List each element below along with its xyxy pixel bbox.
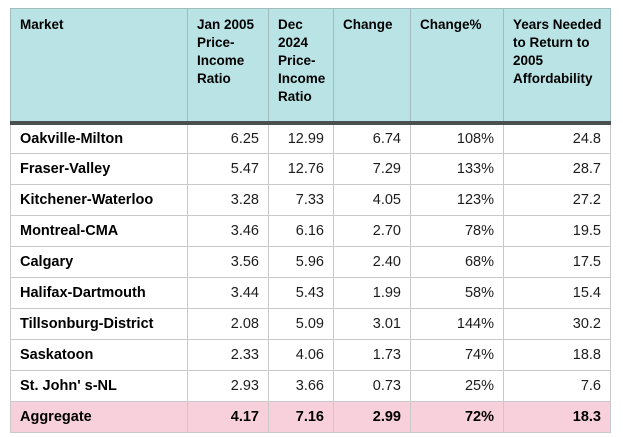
value-cell: 5.96 bbox=[268, 246, 334, 278]
table-row: Fraser-Valley 5.47 12.76 7.29 133% 28.7 bbox=[10, 153, 611, 185]
market-cell: Halifax-Dartmouth bbox=[10, 277, 188, 309]
value-cell: 1.99 bbox=[333, 277, 411, 309]
market-cell: Calgary bbox=[10, 246, 188, 278]
value-cell: 12.76 bbox=[268, 153, 334, 185]
value-cell: 7.16 bbox=[268, 401, 334, 433]
value-cell: 18.8 bbox=[503, 339, 611, 371]
value-cell: 28.7 bbox=[503, 153, 611, 185]
value-cell: 123% bbox=[410, 184, 504, 216]
table-row: Calgary 3.56 5.96 2.40 68% 17.5 bbox=[10, 246, 611, 278]
value-cell: 4.17 bbox=[187, 401, 269, 433]
value-cell: 108% bbox=[410, 122, 504, 154]
value-cell: 5.09 bbox=[268, 308, 334, 340]
column-header: Change% bbox=[410, 8, 504, 125]
table-header: Market Jan 2005 Price-Income Ratio Dec 202… bbox=[10, 8, 611, 125]
header-row: Market Jan 2005 Price-Income Ratio Dec 202… bbox=[10, 8, 611, 125]
table-row: St. John' s-NL 2.93 3.66 0.73 25% 7.6 bbox=[10, 370, 611, 402]
value-cell: 58% bbox=[410, 277, 504, 309]
value-cell: 7.6 bbox=[503, 370, 611, 402]
value-cell: 19.5 bbox=[503, 215, 611, 247]
value-cell: 74% bbox=[410, 339, 504, 371]
aggregate-row: Aggregate 4.17 7.16 2.99 72% 18.3 bbox=[10, 401, 611, 433]
value-cell: 18.3 bbox=[503, 401, 611, 433]
value-cell: 2.93 bbox=[187, 370, 269, 402]
market-cell: Aggregate bbox=[10, 401, 188, 433]
value-cell: 30.2 bbox=[503, 308, 611, 340]
table-row: Halifax-Dartmouth 3.44 5.43 1.99 58% 15.4 bbox=[10, 277, 611, 309]
value-cell: 2.40 bbox=[333, 246, 411, 278]
value-cell: 3.44 bbox=[187, 277, 269, 309]
table-row: Oakville-Milton 6.25 12.99 6.74 108% 24.8 bbox=[10, 122, 611, 154]
column-header: Dec 2024 Price-Income Ratio bbox=[268, 8, 334, 125]
column-header: Jan 2005 Price-Income Ratio bbox=[187, 8, 269, 125]
affordability-table: Market Jan 2005 Price-Income Ratio Dec 202… bbox=[10, 8, 611, 433]
value-cell: 68% bbox=[410, 246, 504, 278]
value-cell: 2.33 bbox=[187, 339, 269, 371]
value-cell: 12.99 bbox=[268, 122, 334, 154]
value-cell: 6.16 bbox=[268, 215, 334, 247]
value-cell: 4.05 bbox=[333, 184, 411, 216]
value-cell: 78% bbox=[410, 215, 504, 247]
table-row: Kitchener-Waterloo 3.28 7.33 4.05 123% 27.2 bbox=[10, 184, 611, 216]
value-cell: 4.06 bbox=[268, 339, 334, 371]
value-cell: 25% bbox=[410, 370, 504, 402]
market-cell: Oakville-Milton bbox=[10, 122, 188, 154]
value-cell: 3.56 bbox=[187, 246, 269, 278]
value-cell: 0.73 bbox=[333, 370, 411, 402]
value-cell: 24.8 bbox=[503, 122, 611, 154]
value-cell: 7.29 bbox=[333, 153, 411, 185]
affordability-table-container: Market Jan 2005 Price-Income Ratio Dec 202… bbox=[10, 8, 611, 433]
value-cell: 5.43 bbox=[268, 277, 334, 309]
market-cell: Montreal-CMA bbox=[10, 215, 188, 247]
column-header: Market bbox=[10, 8, 188, 125]
value-cell: 5.47 bbox=[187, 153, 269, 185]
value-cell: 7.33 bbox=[268, 184, 334, 216]
value-cell: 27.2 bbox=[503, 184, 611, 216]
value-cell: 133% bbox=[410, 153, 504, 185]
market-cell: Kitchener-Waterloo bbox=[10, 184, 188, 216]
value-cell: 17.5 bbox=[503, 246, 611, 278]
value-cell: 2.08 bbox=[187, 308, 269, 340]
value-cell: 3.66 bbox=[268, 370, 334, 402]
market-cell: Fraser-Valley bbox=[10, 153, 188, 185]
value-cell: 144% bbox=[410, 308, 504, 340]
column-header: Years Needed to Return to 2005 Affordabi… bbox=[503, 8, 611, 125]
value-cell: 3.46 bbox=[187, 215, 269, 247]
value-cell: 3.28 bbox=[187, 184, 269, 216]
value-cell: 2.99 bbox=[333, 401, 411, 433]
table-row: Tillsonburg-District 2.08 5.09 3.01 144% 30.2 bbox=[10, 308, 611, 340]
market-cell: Tillsonburg-District bbox=[10, 308, 188, 340]
table-body: Oakville-Milton 6.25 12.99 6.74 108% 24.8 Fras… bbox=[10, 122, 611, 433]
table-row: Montreal-CMA 3.46 6.16 2.70 78% 19.5 bbox=[10, 215, 611, 247]
value-cell: 72% bbox=[410, 401, 504, 433]
value-cell: 1.73 bbox=[333, 339, 411, 371]
market-cell: St. John' s-NL bbox=[10, 370, 188, 402]
value-cell: 6.25 bbox=[187, 122, 269, 154]
market-cell: Saskatoon bbox=[10, 339, 188, 371]
column-header: Change bbox=[333, 8, 411, 125]
value-cell: 2.70 bbox=[333, 215, 411, 247]
value-cell: 6.74 bbox=[333, 122, 411, 154]
table-row: Saskatoon 2.33 4.06 1.73 74% 18.8 bbox=[10, 339, 611, 371]
value-cell: 15.4 bbox=[503, 277, 611, 309]
value-cell: 3.01 bbox=[333, 308, 411, 340]
